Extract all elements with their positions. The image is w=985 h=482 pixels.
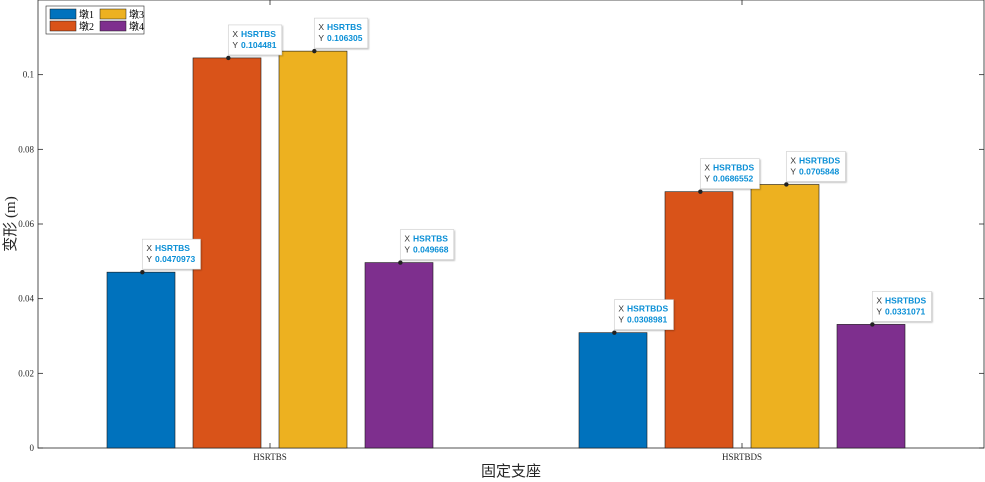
datatip-x-prefix: X xyxy=(404,234,410,244)
bar xyxy=(578,332,648,449)
datatip-x-prefix: X xyxy=(232,29,238,39)
datatip-y-prefix: Y xyxy=(318,33,324,43)
datatip-box xyxy=(700,158,760,189)
datatip-x-line: X HSRTBS xyxy=(404,234,448,244)
x-axis: HSRTBS HSRTBDS xyxy=(253,0,762,462)
datatip-marker xyxy=(870,322,875,327)
datatip-x-line: X HSRTBS xyxy=(232,29,276,39)
datatip-y-line: Y 0.0331071 xyxy=(876,306,925,316)
datatip-y-prefix: Y xyxy=(146,254,152,264)
datatip-y-line: Y 0.0705848 xyxy=(790,166,839,176)
datatip-marker xyxy=(612,330,617,335)
datatip-y-line: Y 0.0470973 xyxy=(146,254,195,264)
datatip-x-prefix: X xyxy=(876,295,882,305)
datatip-x-value: HSRTBS xyxy=(241,29,276,39)
y-axis: 0 0.02 0.04 0.06 0.08 0.1 xyxy=(18,70,984,453)
datatip-x-line: X HSRTBDS xyxy=(876,295,926,305)
datatip-box xyxy=(400,229,455,260)
datatip-x-value: HSRTBDS xyxy=(713,163,754,173)
datatip-y-prefix: Y xyxy=(618,315,624,325)
datatip-x-line: X HSRTBS xyxy=(318,22,362,32)
datatip-y-value: 0.0470973 xyxy=(155,254,195,264)
datatip-x-line: X HSRTBDS xyxy=(618,304,668,314)
datatip-y-line: Y 0.0686552 xyxy=(704,174,753,184)
datatip-x-value: HSRTBDS xyxy=(799,155,840,165)
datatip-x-prefix: X xyxy=(704,163,710,173)
legend-label: 墩4 xyxy=(129,20,144,33)
datatip-marker xyxy=(784,182,789,187)
x-axis-title: 固定支座 xyxy=(481,463,541,480)
datatip-x-value: HSRTBS xyxy=(155,243,190,253)
datatip-x-prefix: X xyxy=(618,304,624,314)
bar xyxy=(106,271,176,449)
datatip-x-value: HSRTBDS xyxy=(885,295,926,305)
datatip-y-value: 0.0705848 xyxy=(799,166,839,176)
x-tick-label: HSRTBDS xyxy=(722,452,762,462)
datatip-marker xyxy=(140,269,145,275)
datatip-marker xyxy=(698,189,703,194)
y-tick-label: 0.08 xyxy=(18,144,34,154)
datatip-y-line: Y 0.106305 xyxy=(318,33,362,43)
datatip-box xyxy=(786,151,846,182)
legend-label: 墩2 xyxy=(79,20,94,33)
datatip-box xyxy=(872,291,932,322)
datatip-box xyxy=(614,299,674,330)
datatip-marker xyxy=(398,260,403,265)
datatip-x-line: X HSRTBDS xyxy=(790,155,840,165)
datatip-x-prefix: X xyxy=(146,243,152,253)
datatip-y-prefix: Y xyxy=(232,40,238,50)
legend-label: 墩1 xyxy=(79,8,94,21)
datatip-x-value: HSRTBS xyxy=(413,234,448,244)
datatip-y-line: Y 0.049668 xyxy=(404,245,448,255)
datatip-marker xyxy=(226,55,231,61)
legend-swatch xyxy=(99,20,127,32)
datatip-x-line: X HSRTBDS xyxy=(704,163,754,173)
bars-group xyxy=(106,50,906,449)
y-tick-label: 0.04 xyxy=(18,294,34,304)
datatip-y-prefix: Y xyxy=(790,166,796,176)
datatip-marker xyxy=(312,48,317,54)
bar xyxy=(750,184,820,449)
datatip-x-prefix: X xyxy=(790,155,796,165)
legend-swatch xyxy=(49,20,77,32)
legend-label: 墩3 xyxy=(129,8,144,21)
datatip-y-value: 0.049668 xyxy=(413,245,449,255)
datatip-box xyxy=(142,238,201,270)
datatip-y-value: 0.106305 xyxy=(327,33,363,43)
datatip-x-line: X HSRTBS xyxy=(146,243,190,253)
legend-swatch xyxy=(49,8,77,20)
y-tick-label: 0 xyxy=(30,443,35,453)
y-tick-label: 0.06 xyxy=(18,219,34,229)
datatip-y-value: 0.104481 xyxy=(241,40,277,50)
datatip-y-prefix: Y xyxy=(404,245,410,255)
datatip-y-value: 0.0308981 xyxy=(627,315,667,325)
y-tick-label: 0.1 xyxy=(23,70,34,80)
datatip-box xyxy=(228,24,283,56)
bar xyxy=(664,191,734,449)
bar xyxy=(364,262,434,449)
datatip-y-value: 0.0686552 xyxy=(713,174,753,184)
datatip-x-value: HSRTBS xyxy=(327,22,362,32)
x-tick-label: HSRTBS xyxy=(253,452,286,462)
legend-swatch xyxy=(99,8,127,20)
bar xyxy=(192,57,262,449)
y-tick-label: 0.02 xyxy=(18,368,34,378)
datatip-box xyxy=(314,17,369,49)
datatip-y-prefix: Y xyxy=(704,174,710,184)
bar xyxy=(836,324,906,449)
y-axis-title: 变形 (m) xyxy=(2,196,19,251)
datatip-y-line: Y 0.0308981 xyxy=(618,315,667,325)
datatip-y-value: 0.0331071 xyxy=(885,306,925,316)
bar xyxy=(278,50,348,449)
datatip-x-prefix: X xyxy=(318,22,324,32)
datatip-y-prefix: Y xyxy=(876,306,882,316)
datatip-x-value: HSRTBDS xyxy=(627,304,668,314)
datatip-y-line: Y 0.104481 xyxy=(232,40,276,50)
